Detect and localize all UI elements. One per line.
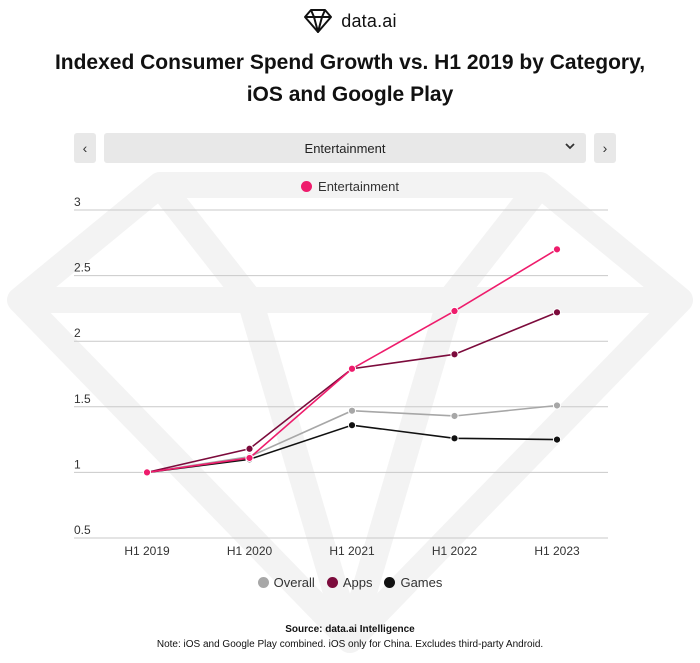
- y-tick-label: 0.5: [74, 523, 91, 537]
- x-tick-label: H1 2019: [124, 544, 170, 558]
- legend-item-apps[interactable]: Apps: [326, 575, 373, 590]
- legend-games-label: Games: [400, 575, 443, 590]
- data-point-apps: [450, 350, 459, 359]
- category-select-value: Entertainment: [304, 140, 386, 156]
- source-text: Source: data.ai Intelligence: [285, 624, 415, 635]
- y-tick-label: 3: [74, 195, 81, 209]
- chevron-down-icon: [564, 140, 576, 155]
- data-point-games: [450, 434, 459, 443]
- data-point-entertainment: [450, 306, 459, 316]
- legend-item-overall[interactable]: Overall: [257, 575, 315, 590]
- data-point-entertainment: [142, 468, 152, 477]
- brand-logo: data.ai: [0, 8, 700, 34]
- data-point-apps: [245, 444, 254, 453]
- data-point-overall: [552, 401, 562, 410]
- legend-top: Entertainment: [0, 179, 700, 194]
- chart-title: Indexed Consumer Spend Growth vs. H1 201…: [54, 51, 646, 106]
- x-tick-label: H1 2020: [227, 544, 273, 558]
- note-text: Note: iOS and Google Play combined. iOS …: [156, 639, 544, 650]
- y-tick-label: 1: [74, 457, 81, 471]
- data-point-overall: [347, 406, 357, 415]
- y-tick-label: 2.5: [74, 261, 91, 275]
- legend-bottom: Overall Apps Games: [0, 575, 700, 590]
- chevron-right-icon: ›: [602, 140, 608, 156]
- data-point-entertainment: [347, 364, 357, 373]
- legend-entertainment-dot: [301, 181, 313, 192]
- diamond-logo-icon: [304, 9, 333, 33]
- data-point-overall: [450, 411, 459, 421]
- series-line-games: [146, 424, 558, 474]
- data-point-apps: [552, 308, 562, 317]
- legend-apps-label: Apps: [342, 575, 373, 590]
- legend-overall-label: Overall: [273, 575, 315, 590]
- legend-games-dot: [384, 577, 396, 588]
- legend-apps-dot: [326, 577, 338, 588]
- x-tick-label: H1 2023: [534, 544, 580, 558]
- next-category-button[interactable]: ›: [594, 133, 616, 163]
- legend-item-games[interactable]: Games: [384, 575, 442, 590]
- x-tick-label: H1 2021: [329, 544, 375, 558]
- category-select[interactable]: Entertainment: [104, 133, 586, 163]
- legend-overall-dot: [257, 577, 269, 588]
- previous-category-button[interactable]: ‹: [74, 133, 96, 163]
- data-point-entertainment: [245, 453, 254, 463]
- series-line-apps: [146, 311, 558, 474]
- data-point-entertainment: [552, 245, 562, 254]
- y-tick-label: 2: [74, 326, 81, 340]
- data-point-games: [552, 435, 562, 444]
- y-tick-label: 1.5: [74, 392, 91, 406]
- x-tick-label: H1 2022: [432, 544, 478, 558]
- line-chart: 0.5 1 1.5 2 2.5 3 H1 2019 H1 2020 H1 2021 H1 2022…: [74, 195, 608, 558]
- brand-name: data.ai: [341, 10, 397, 31]
- data-point-games: [347, 421, 357, 430]
- legend-entertainment-label[interactable]: Entertainment: [318, 179, 399, 194]
- chevron-left-icon: ‹: [82, 140, 88, 156]
